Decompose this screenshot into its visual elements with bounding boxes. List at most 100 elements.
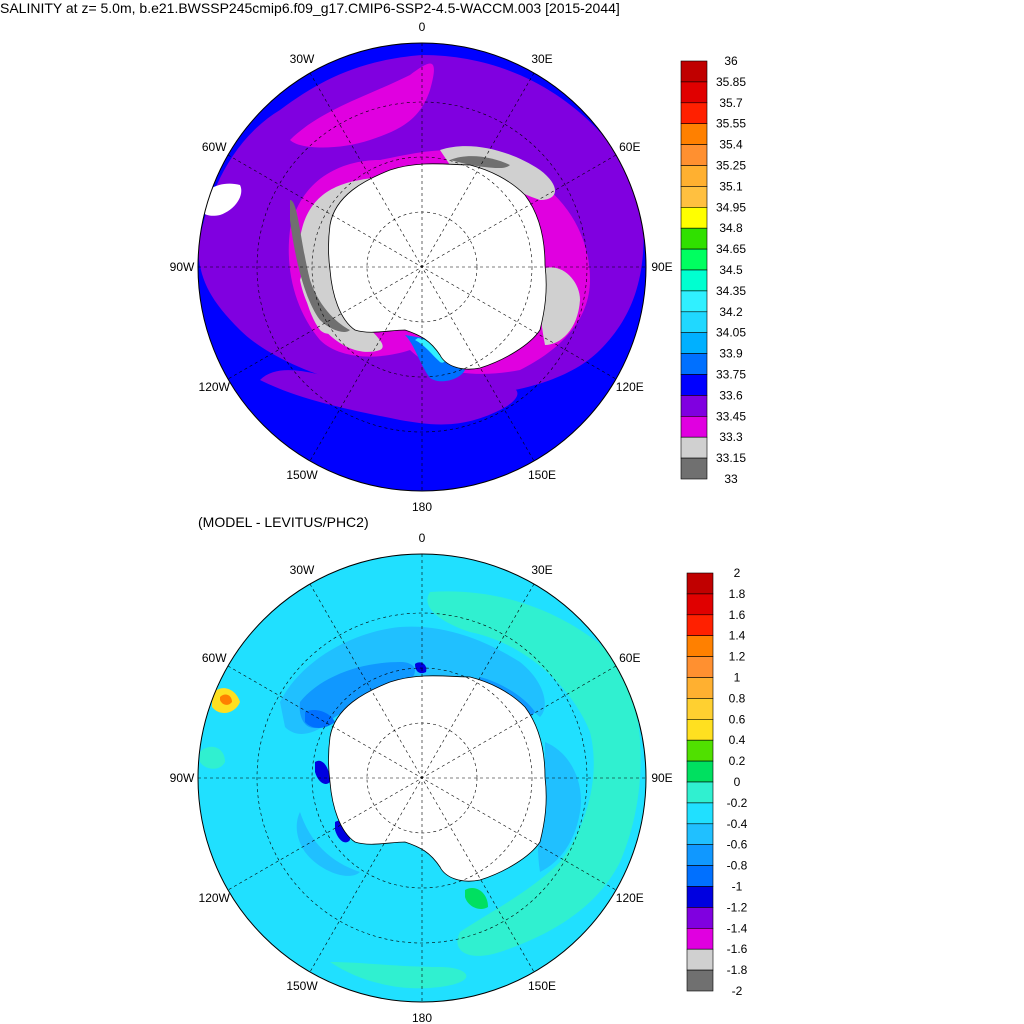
lon-label: 150W: [286, 979, 318, 993]
difference-polar-map: 0 30E 60E 90E 120E 150E 180 150W 120W 90W 60W 30W 2…: [170, 531, 748, 1024]
colorbar-label: -1.2: [727, 900, 748, 914]
colorbar-swatch: [680, 144, 708, 166]
colorbar-label: -0.2: [727, 796, 748, 810]
lon-label: 60E: [619, 651, 640, 665]
lon-label: 90E: [651, 260, 672, 274]
colorbar-swatch: [686, 635, 714, 657]
colorbar-label: 33.15: [716, 451, 746, 465]
colorbar-swatch: [686, 781, 714, 804]
colorbar-swatch: [680, 248, 708, 271]
lon-label: 150E: [528, 979, 556, 993]
colorbar-label: 34.95: [716, 200, 746, 214]
colorbar-label: 33.45: [716, 409, 746, 423]
colorbar-label: 34.5: [719, 263, 743, 277]
colorbar-swatch: [686, 677, 714, 699]
colorbar-label: 35.55: [716, 117, 746, 131]
colorbar-label: 34.8: [719, 221, 743, 235]
lon-label: 180: [412, 500, 432, 514]
colorbar-label: 34.2: [719, 305, 743, 319]
colorbar-label: -1.6: [727, 942, 748, 956]
lon-label: 120E: [616, 380, 644, 394]
lon-label: 0: [419, 531, 426, 545]
colorbar-label: 33: [724, 472, 738, 486]
lon-label: 90W: [170, 260, 195, 274]
colorbar-label: 35.1: [719, 179, 743, 193]
colorbar-swatch: [686, 948, 714, 971]
colorbar-label: 1.4: [729, 629, 746, 643]
colorbar-label: 1.2: [729, 650, 746, 664]
colorbar-label: 35.25: [716, 159, 746, 173]
salinity-fill-333: [290, 63, 434, 148]
colorbar-swatch: [680, 60, 708, 83]
longitude-labels: 0 30E 60E 90E 120E 150E 180 150W 120W 90W 60W 30W: [170, 531, 673, 1024]
colorbar-swatch: [680, 123, 708, 145]
colorbar-swatch: [680, 227, 708, 250]
colorbar-swatch: [686, 656, 714, 678]
colorbar-label: -0.8: [727, 859, 748, 873]
colorbar-label: 2: [734, 566, 741, 580]
colorbar-label: -1: [732, 880, 743, 894]
colorbar-label: -0.6: [727, 838, 748, 852]
page-title: SALINITY at z= 5.0m, b.e21.BWSSP245cmip6…: [0, 0, 620, 16]
lon-label: 150W: [286, 468, 318, 482]
colorbar-difference: 2 1.8 1.6 1.4 1.2 1 0.8 0.6 0.4 0.2 0 -0.2 -0.4 -0.6 -…: [686, 566, 748, 998]
longitude-labels: 0 30E 60E 90E 120E 150E 180 150W 120W 90W 60W 30W: [170, 20, 673, 514]
lon-label: 90E: [651, 771, 672, 785]
lon-label: 30E: [531, 52, 552, 66]
colorbar-salinity: 36 35.85 35.7 35.55 35.4 35.25 35.1 34.95 34.8 34…: [680, 54, 746, 486]
colorbar-swatch: [686, 614, 714, 637]
colorbar-swatch: [680, 290, 708, 313]
colorbar-label: 0.6: [729, 712, 746, 726]
colorbar-swatch: [680, 395, 708, 417]
salinity-field: [198, 43, 646, 491]
colorbar-swatch: [686, 907, 714, 929]
lon-label: 30E: [531, 563, 552, 577]
colorbar-swatch: [686, 698, 714, 720]
colorbar-label: 0.8: [729, 691, 746, 705]
colorbar-swatch: [680, 353, 708, 375]
graticule: [198, 43, 646, 491]
colorbar-label: 0.2: [729, 754, 746, 768]
colorbar-label: 1: [734, 671, 741, 685]
colorbar-swatch: [686, 719, 714, 741]
colorbar-swatch: [686, 593, 714, 616]
colorbar-swatch: [680, 269, 708, 292]
lon-label: 60W: [202, 651, 227, 665]
salinity-fill-3300: [290, 200, 350, 332]
colorbar-swatch: [686, 886, 714, 908]
lon-label: 180: [412, 1011, 432, 1024]
lon-label: 120W: [199, 380, 231, 394]
antarctica-landmass: [328, 163, 547, 370]
difference-panel: 0 30E 60E 90E 120E 150E 180 150W 120W 90W 60W 30W 2…: [0, 512, 1024, 1024]
colorbar-swatch: [686, 823, 714, 845]
colorbar-label: -1.4: [727, 921, 748, 935]
colorbar-label: 0.4: [729, 733, 746, 747]
colorbar-label: 1.8: [729, 587, 746, 601]
graticule: [198, 554, 646, 1002]
colorbar-label: 36: [724, 54, 738, 68]
difference-fill-minus02: [427, 591, 641, 956]
difference-fill-plus02: [465, 887, 488, 909]
lon-label: 0: [419, 20, 426, 34]
colorbar-label: 33.6: [719, 388, 743, 402]
colorbar-swatch: [686, 739, 714, 762]
antarctica-landmass: [328, 675, 547, 882]
colorbar-label: 35.7: [719, 96, 743, 110]
colorbar-label: 1.6: [729, 608, 746, 622]
colorbar-swatch: [686, 802, 714, 825]
colorbar-swatch: [680, 415, 708, 438]
colorbar-swatch: [680, 332, 708, 354]
colorbar-swatch: [686, 865, 714, 887]
colorbar-swatch: [680, 165, 708, 187]
colorbar-label: 35.85: [716, 75, 746, 89]
colorbar-swatch: [680, 374, 708, 396]
difference-subtitle: (MODEL - LEVITUS/PHC2): [198, 514, 369, 530]
lon-label: 120W: [199, 891, 231, 905]
colorbar-label: 34.35: [716, 284, 746, 298]
colorbar-label: 33.75: [716, 368, 746, 382]
colorbar-swatch: [686, 844, 714, 866]
difference-fill-minus06: [299, 662, 415, 728]
colorbar-swatch: [686, 760, 714, 783]
lon-label: 150E: [528, 468, 556, 482]
colorbar-swatch: [680, 186, 708, 208]
